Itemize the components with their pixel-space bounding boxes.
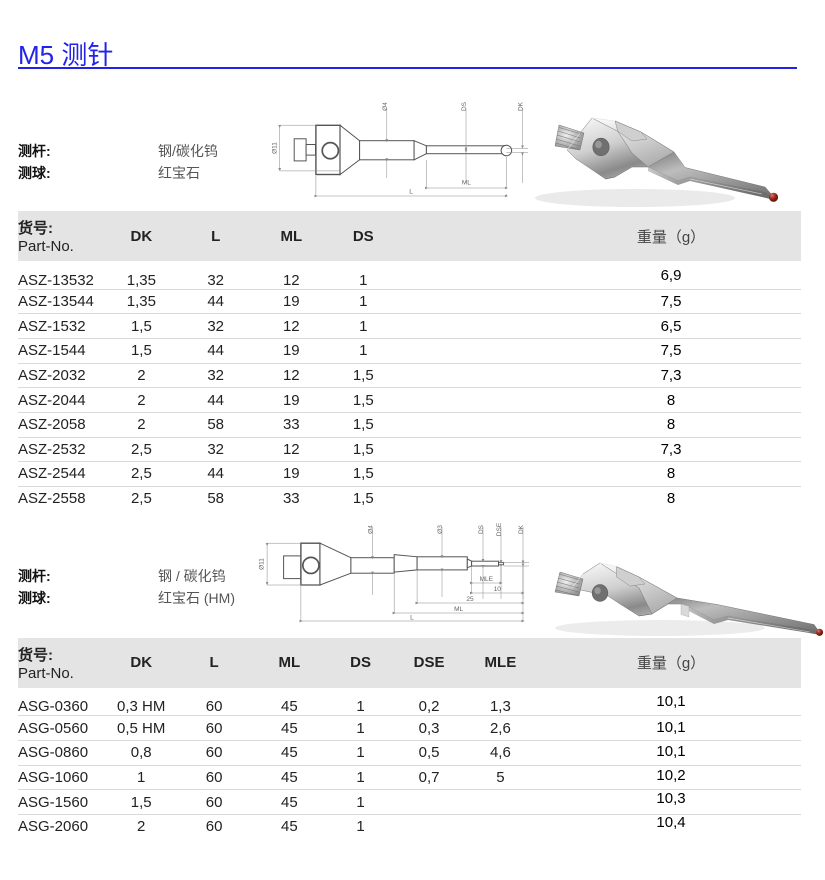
svg-text:Ø4: Ø4	[382, 102, 389, 111]
svg-text:L: L	[409, 189, 413, 196]
svg-text:10: 10	[494, 586, 502, 593]
svg-text:Ø11: Ø11	[271, 142, 278, 154]
svg-text:Ø4: Ø4	[368, 525, 375, 534]
svg-text:DSE: DSE	[496, 522, 503, 536]
svg-text:DS: DS	[461, 101, 468, 111]
svg-text:DK: DK	[518, 101, 525, 111]
svg-text:25: 25	[466, 596, 474, 603]
svg-text:ML: ML	[454, 606, 463, 613]
svg-text:L: L	[410, 615, 414, 622]
svg-text:MLE: MLE	[480, 576, 494, 583]
svg-text:DS: DS	[478, 524, 485, 534]
svg-text:DK: DK	[518, 524, 525, 534]
svg-text:Ø11: Ø11	[259, 558, 266, 570]
svg-text:ML: ML	[462, 180, 471, 187]
svg-text:Ø3: Ø3	[437, 525, 444, 534]
